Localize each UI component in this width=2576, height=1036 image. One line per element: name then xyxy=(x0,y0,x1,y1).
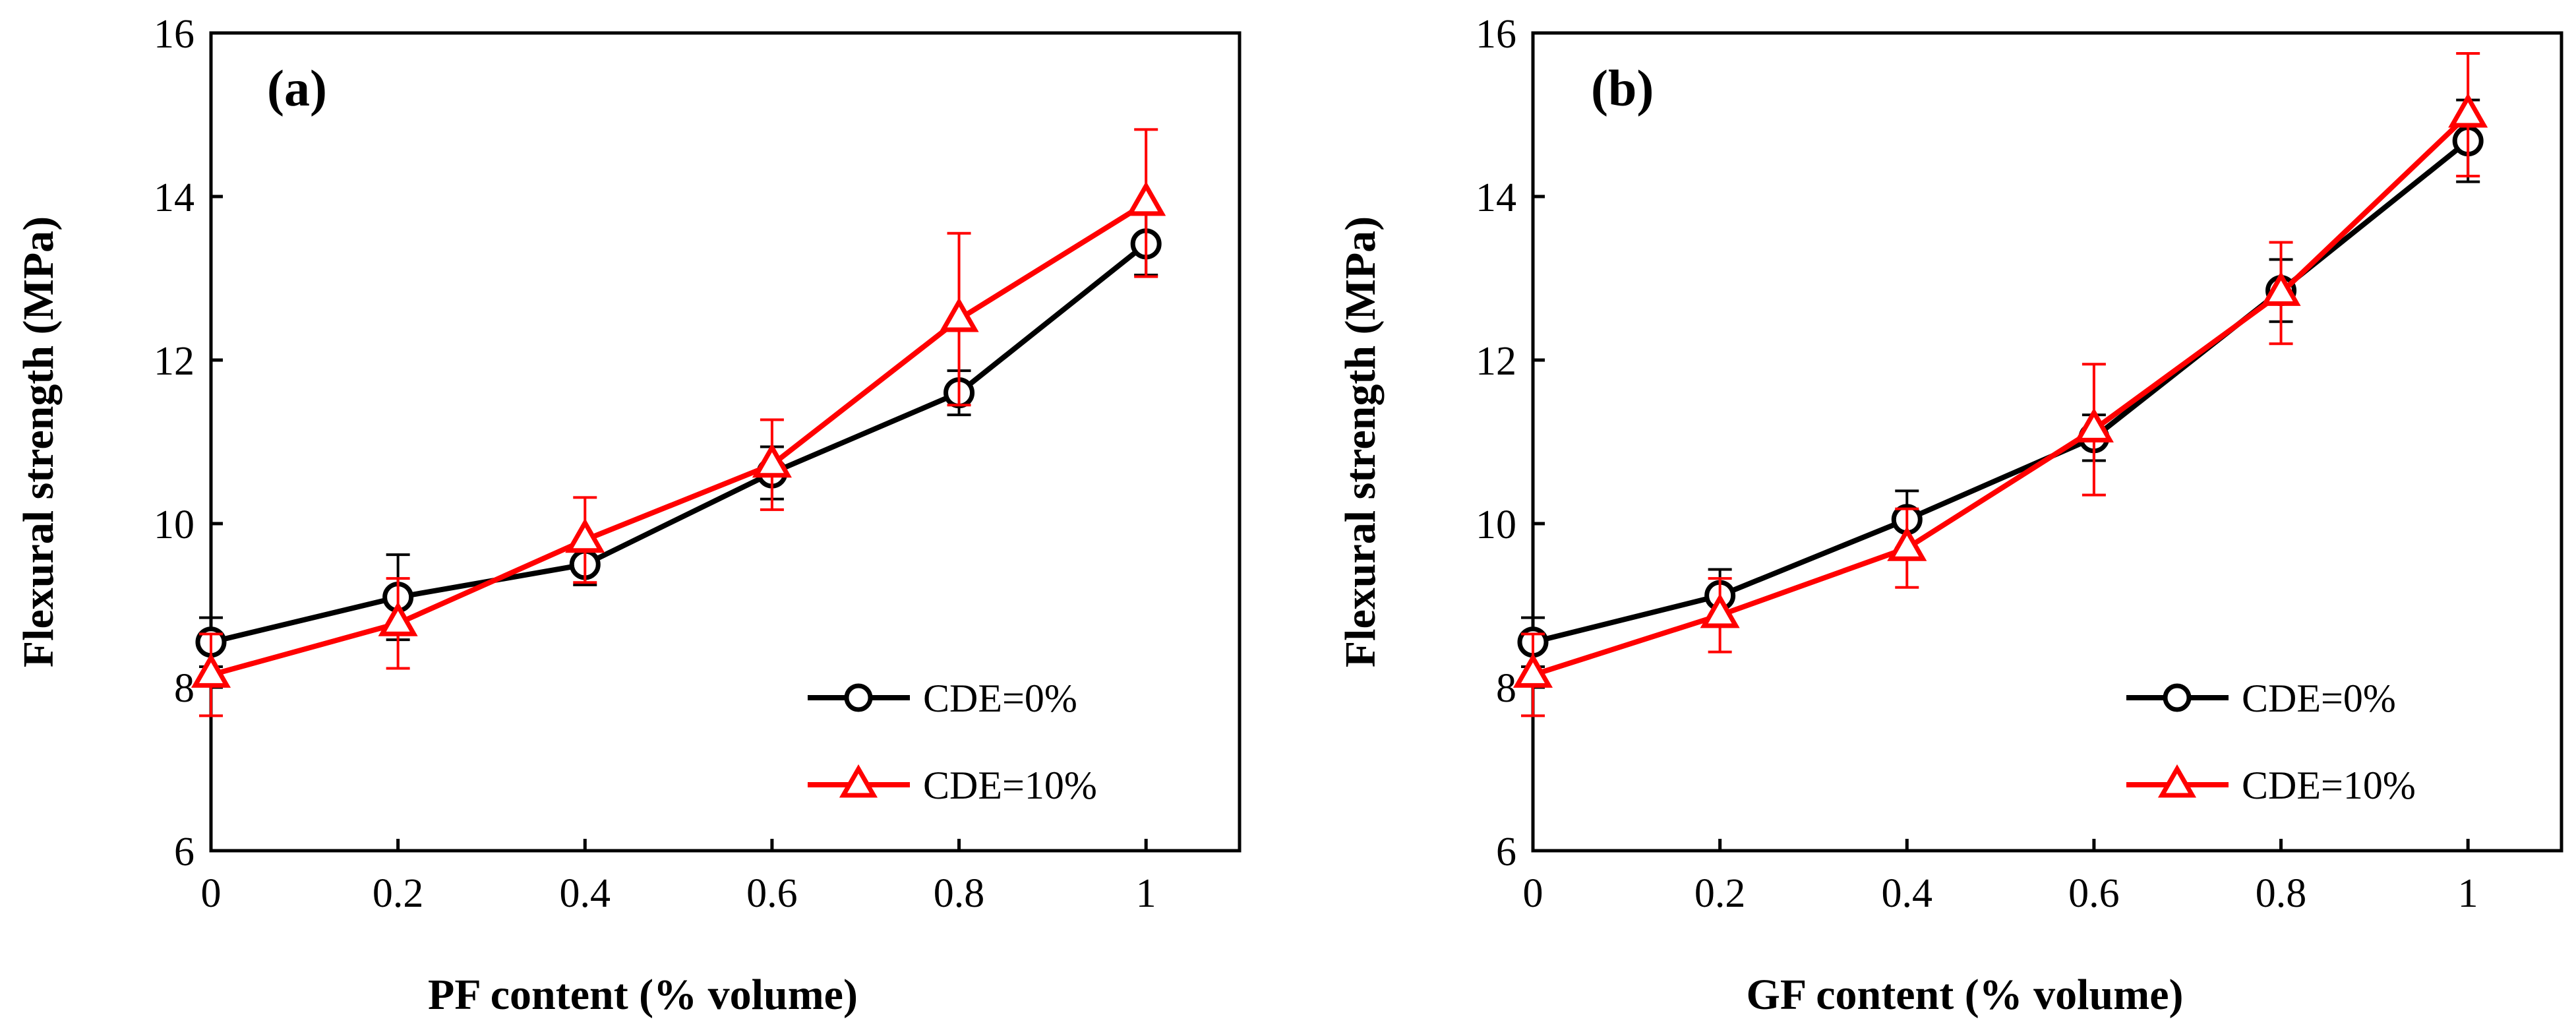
y-tick-label: 6 xyxy=(1496,830,1516,874)
y-tick-label: 8 xyxy=(1496,666,1516,711)
y-axis-label: Flexural strength (MPa) xyxy=(1336,216,1385,667)
legend-label-cde0: CDE=0% xyxy=(923,677,1077,720)
data-point-triangle xyxy=(2448,92,2488,128)
x-tick-label: 1 xyxy=(2458,871,2478,916)
data-point-triangle xyxy=(752,442,792,478)
x-axis-label: GF content (% volume) xyxy=(1747,971,2184,1019)
y-tick-label: 10 xyxy=(1476,503,1516,547)
panel-label: (b) xyxy=(1591,59,1654,117)
plot-area-frame xyxy=(1531,31,2563,853)
x-tick-label: 0.8 xyxy=(934,871,985,916)
y-tick-label: 6 xyxy=(174,830,195,874)
y-tick-label: 12 xyxy=(154,339,195,384)
legend-marker-triangle xyxy=(839,764,878,798)
x-tick-label: 0 xyxy=(1523,871,1543,916)
series-cde-0 xyxy=(1517,98,2484,668)
x-axis-label: PF content (% volume) xyxy=(428,971,858,1019)
data-point-triangle xyxy=(1126,181,1166,216)
x-tick-label: 0.6 xyxy=(746,871,798,916)
legend-label-cde10: CDE=10% xyxy=(2242,764,2416,807)
series-line xyxy=(1532,138,2470,645)
x-tick-label: 0.4 xyxy=(1882,871,1933,916)
data-point-triangle xyxy=(1700,593,1740,628)
panel-label: (a) xyxy=(267,59,327,117)
y-tick-label: 14 xyxy=(1476,175,1516,220)
x-tick-label: 0.2 xyxy=(373,871,424,916)
x-tick-label: 0.6 xyxy=(2068,871,2120,916)
y-tick-label: 14 xyxy=(154,175,195,220)
legend-marker-circle xyxy=(2163,683,2192,712)
x-tick-label: 0.4 xyxy=(560,871,611,916)
plot-area-frame xyxy=(209,31,1242,853)
legend-label-cde0: CDE=0% xyxy=(2242,677,2396,720)
data-point-triangle xyxy=(378,601,418,636)
data-point-triangle xyxy=(565,518,605,553)
y-tick-label: 10 xyxy=(154,503,195,547)
y-tick-label: 12 xyxy=(1476,339,1516,384)
data-point-triangle xyxy=(939,297,979,332)
y-tick-label: 8 xyxy=(174,666,195,711)
x-tick-label: 0.2 xyxy=(1694,871,1746,916)
data-point-triangle xyxy=(1887,526,1927,561)
x-tick-label: 0.8 xyxy=(2256,871,2307,916)
series-line xyxy=(210,200,1148,678)
data-point-triangle xyxy=(2261,271,2301,306)
series-line xyxy=(210,241,1148,645)
data-point-triangle xyxy=(1513,653,1553,688)
chart-panel-b: 6 8 10 12 14 16 0 0.2 0.4 0.6 0.8 1 (b) GF content … xyxy=(1336,12,2563,1019)
legend: CDE=0% CDE=10% xyxy=(2126,677,2416,807)
x-tick-label: 1 xyxy=(1136,871,1156,916)
y-axis-label: Flexural strength (MPa) xyxy=(15,216,63,667)
y-tick-label: 16 xyxy=(1476,12,1516,57)
legend: CDE=0% CDE=10% xyxy=(808,677,1097,807)
series-cde-10 xyxy=(191,128,1166,717)
data-point-triangle xyxy=(2074,408,2114,442)
legend-marker-circle xyxy=(844,683,873,712)
chart-panel-a: 6 8 10 12 14 16 0 0.2 0.4 0.6 0.8 1 (a) PF content … xyxy=(15,12,1242,1019)
legend-marker-triangle xyxy=(2157,764,2197,798)
series-line xyxy=(1532,113,2470,678)
data-point-triangle xyxy=(191,653,231,688)
legend-label-cde10: CDE=10% xyxy=(923,764,1097,807)
series-cde-0 xyxy=(195,211,1162,668)
x-tick-label: 0 xyxy=(201,871,222,916)
y-tick-label: 16 xyxy=(154,12,195,57)
series-cde-10 xyxy=(1513,52,2488,717)
